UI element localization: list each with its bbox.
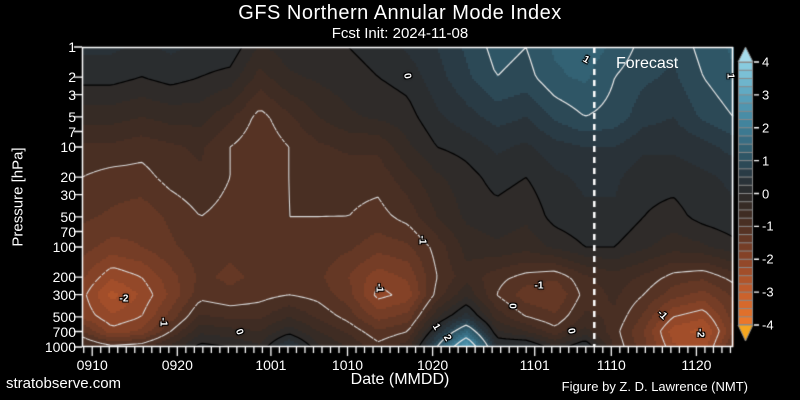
y-tick-label-70: 70 <box>60 223 76 240</box>
y-tick-label-2: 2 <box>68 69 76 86</box>
y-tick-label-5: 5 <box>68 108 76 125</box>
colorbar-tick-label-3: 3 <box>762 87 770 103</box>
y-tick-label-30: 30 <box>60 186 76 203</box>
colorbar-tick-label-4: 4 <box>762 54 770 70</box>
colorbar-tick-label--1: -1 <box>762 218 774 234</box>
x-axis-label: Date (MMDD) <box>350 371 450 388</box>
y-tick-label-1000: 1000 <box>44 339 76 355</box>
contour-label-14: -2 <box>694 328 706 338</box>
y-tick-label-1: 1 <box>68 39 76 55</box>
y-tick-label-500: 500 <box>52 308 76 325</box>
forecast-init-subtitle: Fcst Init: 2024-11-08 <box>331 25 469 42</box>
y-tick-label-20: 20 <box>60 169 76 186</box>
colorbar-tick-label-2: 2 <box>762 120 770 136</box>
page-title: GFS Northern Annular Mode Index <box>238 2 562 24</box>
y-tick-label-3: 3 <box>68 86 76 103</box>
y-axis-label: Pressure [hPa] <box>9 147 27 247</box>
forecast-region-label: Forecast <box>616 55 679 72</box>
y-tick-label-50: 50 <box>60 208 76 225</box>
y-tick-label-200: 200 <box>52 269 76 286</box>
x-tick-label-1020: 1020 <box>417 357 449 373</box>
watermark-stratobserve: stratobserve.com <box>6 375 122 392</box>
contour-label-12: 1 <box>724 73 736 79</box>
contour-label-8: 0 <box>506 303 518 309</box>
colorbar-tick-label--2: -2 <box>762 251 774 267</box>
x-tick-label-1010: 1010 <box>331 357 364 373</box>
y-tick-label-7: 7 <box>68 123 76 140</box>
y-tick-label-300: 300 <box>52 286 76 303</box>
colorbar-tick-label-0: 0 <box>762 186 770 201</box>
y-tick-label-100: 100 <box>52 239 76 255</box>
colorbar-tick-label--4: -4 <box>762 317 774 333</box>
contour-label-1: -1 <box>157 317 169 327</box>
x-tick-label-1001: 1001 <box>255 357 287 373</box>
x-tick-label-1110: 1110 <box>596 357 626 373</box>
contour-label-4: -1 <box>416 235 428 245</box>
contour-label-5: -1 <box>373 283 385 293</box>
x-tick-label-0910: 0910 <box>76 357 108 373</box>
contour-label-9: -1 <box>534 280 544 292</box>
x-tick-label-0920: 0920 <box>161 357 193 373</box>
y-tick-label-10: 10 <box>60 139 76 155</box>
colorbar-tick-label--3: -3 <box>762 284 774 300</box>
contour-label-0: -2 <box>119 293 129 305</box>
y-tick-label-700: 700 <box>52 323 76 340</box>
x-tick-label-1120: 1120 <box>681 357 712 373</box>
figure-credit: Figure by Z. D. Lawrence (NMT) <box>561 379 748 394</box>
colorbar-tick-label-1: 1 <box>762 153 770 169</box>
x-tick-label-1101: 1101 <box>519 357 550 373</box>
